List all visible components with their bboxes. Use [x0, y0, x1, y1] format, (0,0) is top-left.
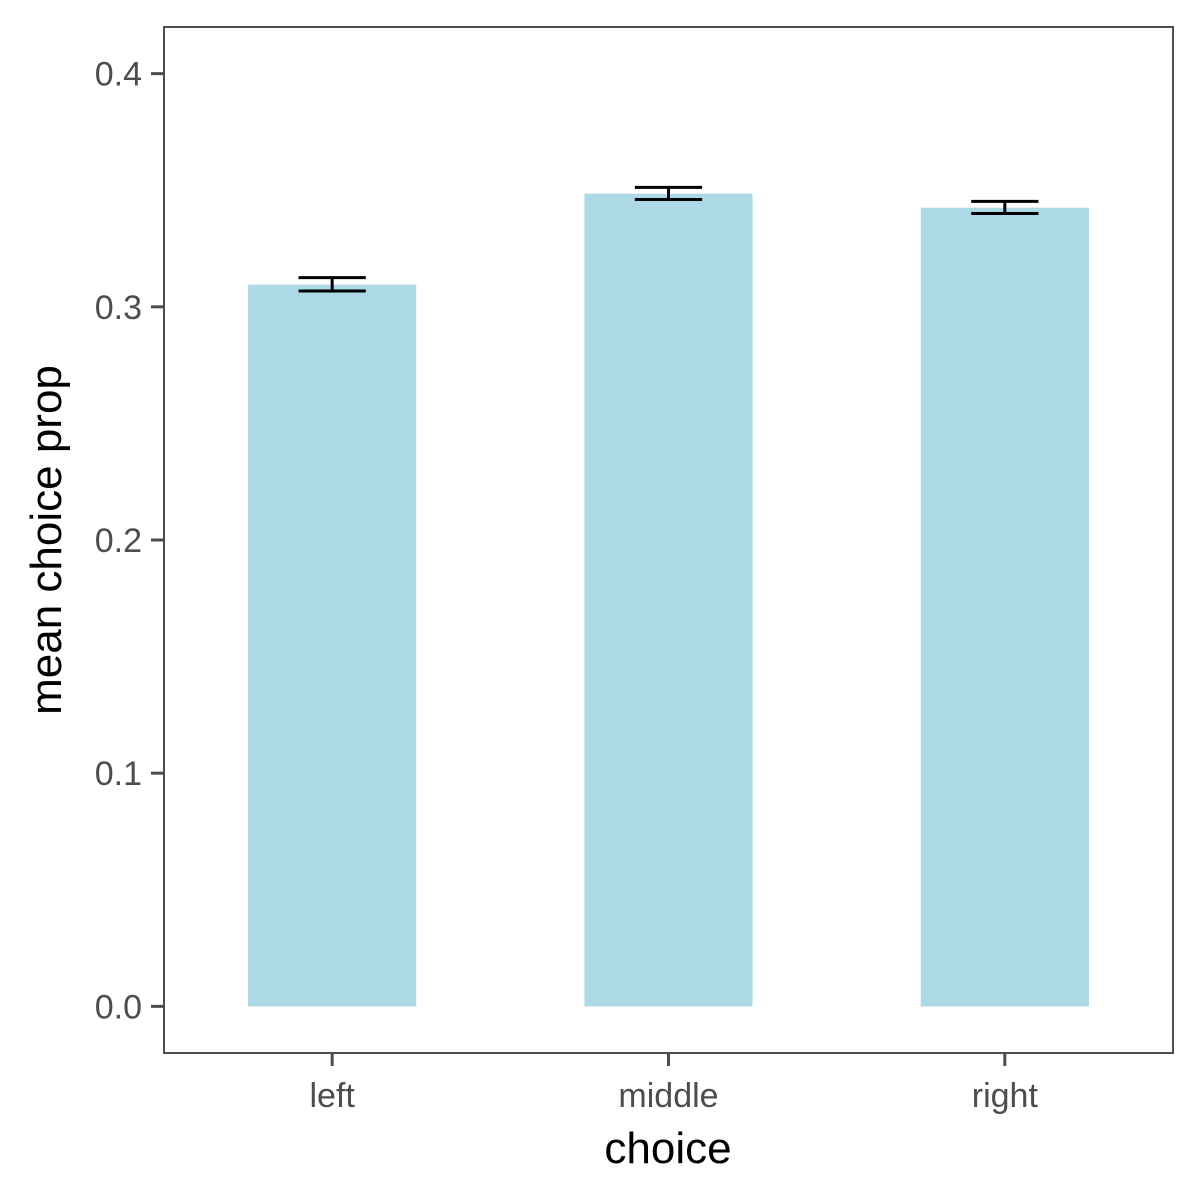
x-tick-label: right	[972, 1077, 1039, 1115]
bar-middle	[584, 193, 753, 1007]
x-axis-title: choice	[604, 1124, 731, 1173]
bar-left	[248, 284, 417, 1007]
x-tick-label: middle	[618, 1077, 718, 1115]
error-bar-middle	[634, 185, 703, 202]
y-tick-label: 0.4	[95, 56, 142, 94]
bar-right	[920, 207, 1089, 1007]
y-tick-label: 0.0	[95, 988, 142, 1026]
error-bar-right	[971, 199, 1039, 216]
x-tick-label: left	[309, 1077, 355, 1115]
error-bars-layer	[298, 185, 1039, 293]
y-tick-label: 0.1	[95, 755, 142, 793]
bars-layer	[248, 193, 1089, 1007]
x-axis: left middle right	[309, 1053, 1038, 1115]
y-tick-label: 0.3	[95, 289, 142, 327]
y-axis-title: mean choice prop	[22, 365, 71, 715]
error-bar-left	[298, 276, 366, 293]
y-axis: 0.0 0.1 0.2 0.3 0.4	[95, 56, 164, 1026]
y-tick-label: 0.2	[95, 522, 142, 560]
